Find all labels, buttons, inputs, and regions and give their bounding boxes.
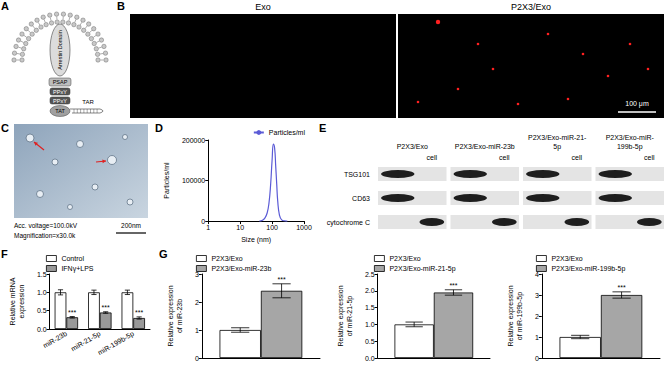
svg-text:0: 0	[201, 218, 205, 225]
svg-text:0.0: 0.0	[37, 326, 47, 333]
svg-text:Relative expression: Relative expression	[507, 285, 515, 346]
svg-text:2.5: 2.5	[365, 271, 375, 278]
svg-text:1000: 1000	[296, 224, 312, 231]
svg-text:2: 2	[195, 299, 199, 306]
svg-text:Arrestin Domain: Arrestin Domain	[57, 30, 63, 69]
svg-text:IFNγ+LPS: IFNγ+LPS	[61, 265, 93, 273]
svg-text:100: 100	[266, 224, 278, 231]
svg-text:Exo: Exo	[255, 2, 271, 12]
svg-text:P2X3/Exo-miR-: P2X3/Exo-miR-	[606, 134, 655, 141]
svg-text:TSG101: TSG101	[344, 171, 370, 178]
html-text:F: F	[1, 248, 8, 260]
svg-text:3: 3	[194, 270, 199, 278]
svg-text:P2X3/Exo-miR-23b: P2X3/Exo-miR-23b	[455, 143, 515, 150]
svg-text:0.0: 0.0	[365, 355, 375, 362]
svg-text:1: 1	[195, 327, 199, 334]
svg-text:CD63: CD63	[352, 195, 370, 202]
html-text:C: C	[1, 122, 9, 134]
svg-text:miR-199b-5p: miR-199b-5p	[97, 330, 136, 357]
svg-text:PPxY: PPxY	[53, 89, 67, 95]
svg-text:0: 0	[535, 355, 539, 362]
svg-text:1.0: 1.0	[37, 289, 47, 296]
svg-text:Size (nm): Size (nm)	[241, 236, 271, 244]
svg-text:5p: 5p	[553, 143, 561, 151]
svg-text:***: ***	[102, 304, 110, 311]
svg-text:P2X3/Exo: P2X3/Exo	[389, 255, 420, 262]
svg-text:P2X3/Exo: P2X3/Exo	[551, 255, 582, 262]
svg-text:Acc. voltage=100.0kV: Acc. voltage=100.0kV	[14, 222, 78, 230]
svg-text:TAT: TAT	[55, 108, 65, 114]
svg-text:100 μm: 100 μm	[625, 100, 649, 108]
svg-text:Particles/ml: Particles/ml	[269, 129, 306, 136]
svg-text:cytochrome C: cytochrome C	[327, 219, 370, 227]
svg-text:cell: cell	[572, 154, 583, 161]
svg-text:miR-21-5p: miR-21-5p	[69, 330, 102, 353]
svg-text:***: ***	[135, 309, 143, 316]
svg-text:***: ***	[617, 284, 625, 291]
svg-text:Relative expression: Relative expression	[167, 285, 175, 346]
svg-text:P2X3/Exo: P2X3/Exo	[211, 255, 242, 262]
svg-text:10: 10	[236, 224, 244, 231]
svg-text:Relative mRNA: Relative mRNA	[9, 277, 16, 325]
svg-text:P2X3/Exo: P2X3/Exo	[511, 2, 551, 12]
svg-text:expression: expression	[18, 284, 26, 318]
svg-text:1: 1	[535, 334, 539, 341]
svg-text:1.5: 1.5	[37, 271, 47, 278]
svg-text:2: 2	[535, 313, 539, 320]
svg-text:Magnification=x30.0k: Magnification=x30.0k	[14, 232, 76, 240]
html-text:A: A	[1, 0, 9, 12]
svg-text:Control: Control	[61, 255, 84, 262]
svg-text:***: ***	[277, 276, 285, 283]
svg-text:of miR-199b-5p: of miR-199b-5p	[516, 292, 524, 340]
svg-text:PSAP: PSAP	[53, 79, 68, 85]
svg-text:P2X3/Exo: P2X3/Exo	[397, 143, 428, 150]
svg-text:PPxY: PPxY	[53, 98, 67, 104]
svg-text:200nm: 200nm	[121, 222, 141, 229]
svg-text:0: 0	[195, 355, 199, 362]
svg-text:199b-5p: 199b-5p	[617, 143, 643, 151]
svg-text:P2X3/Exo-miR-21-: P2X3/Exo-miR-21-	[528, 134, 587, 141]
html-text:D: D	[155, 122, 163, 134]
svg-text:cell: cell	[427, 154, 438, 161]
svg-text:4: 4	[534, 270, 539, 278]
svg-text:miR-23b: miR-23b	[42, 330, 68, 349]
svg-text:1.5: 1.5	[365, 304, 375, 311]
svg-text:3: 3	[535, 292, 539, 299]
svg-text:TAR: TAR	[82, 99, 94, 105]
svg-text:1: 1	[206, 224, 210, 231]
svg-text:cell: cell	[499, 154, 510, 161]
svg-text:P2X3/Exo-miR-23b: P2X3/Exo-miR-23b	[211, 265, 271, 272]
html-text:B: B	[117, 0, 125, 12]
svg-text:0.5: 0.5	[37, 307, 47, 314]
svg-text:100000: 100000	[182, 177, 205, 184]
svg-text:2.0: 2.0	[365, 287, 375, 294]
html-text:E: E	[319, 122, 327, 134]
svg-text:1.0: 1.0	[365, 321, 375, 328]
svg-text:200000: 200000	[182, 137, 205, 144]
svg-text:Particles/ml: Particles/ml	[163, 162, 170, 199]
svg-text:Relative expression: Relative expression	[337, 285, 345, 346]
svg-text:P2X3/Exo-miR-21-5p: P2X3/Exo-miR-21-5p	[389, 265, 455, 273]
svg-text:cell: cell	[644, 154, 655, 161]
svg-text:***: ***	[68, 309, 76, 316]
svg-text:***: ***	[449, 282, 457, 289]
svg-text:of miR-23b: of miR-23b	[176, 299, 183, 333]
svg-text:0.5: 0.5	[365, 338, 375, 345]
html-text:G: G	[159, 248, 168, 260]
svg-text:P2X3/Exo-miR-199b-5p: P2X3/Exo-miR-199b-5p	[551, 265, 625, 273]
svg-text:of miR-21-5p: of miR-21-5p	[346, 296, 354, 337]
